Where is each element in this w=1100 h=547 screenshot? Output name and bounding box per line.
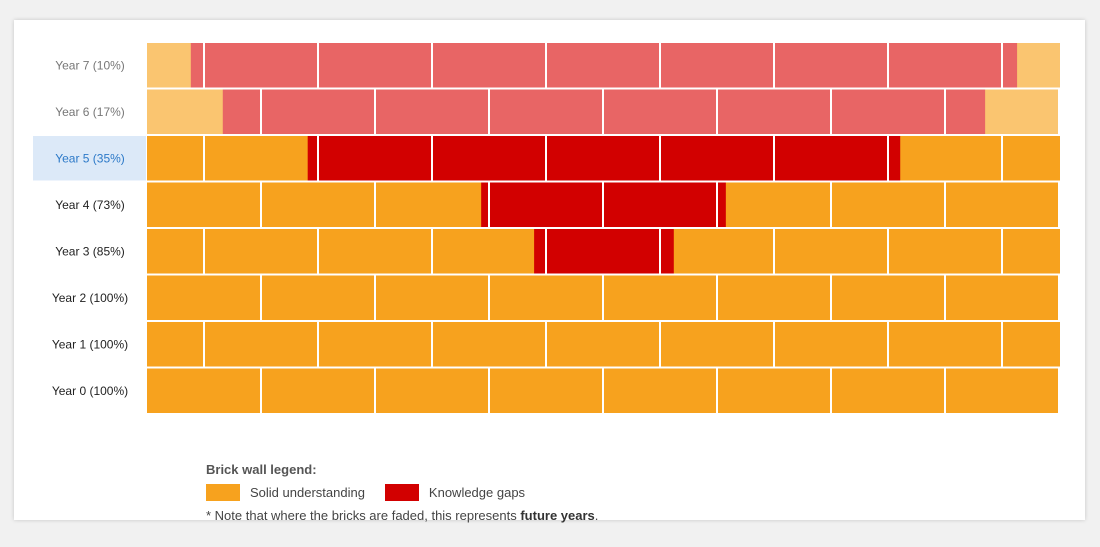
brick [946,275,1058,320]
brick-gap [889,43,1001,88]
brick [376,182,488,227]
brick-gap [490,89,602,134]
brick-gap [534,229,545,274]
brick [147,182,260,227]
brick [604,275,716,320]
brick [147,368,260,413]
brick [889,229,1001,274]
legend-item-solid: Solid understanding [206,483,365,501]
row-label: Year 1 (100%) [52,337,128,351]
brick-gap [604,89,716,134]
brick [147,229,203,274]
row-label: Year 2 (100%) [52,291,128,305]
brick [775,229,887,274]
brick-gap [205,43,317,88]
brick [1003,229,1060,274]
brick [775,322,887,367]
row-label: Year 4 (73%) [55,198,125,212]
row-label: Year 5 (35%) [55,151,125,165]
brick [262,182,374,227]
brick-gap [319,136,431,181]
brick [1003,136,1060,181]
brick-gap [547,43,659,88]
brick-gap [946,89,986,134]
legend-label-gap: Knowledge gaps [428,484,526,500]
brick [147,322,203,367]
legend-note-bold: future years [520,508,595,523]
brick-gap [222,89,260,134]
legend-title: Brick wall legend: [206,462,317,477]
brick [205,136,317,181]
row-label: Year 3 (85%) [55,244,125,258]
brick-gap [604,182,716,227]
brick-gap [190,43,203,88]
brick-gap [775,43,887,88]
brick-gap [433,136,545,181]
brick-wall-card: Year 7 (10%) Year 6 (17%) Year 5 (35%) Year… [14,20,1085,523]
brick [832,275,944,320]
brick-gap [832,89,944,134]
brick [319,322,431,367]
brick-gap [661,136,773,181]
brick [490,275,602,320]
legend-swatch-solid [206,483,240,501]
brick [205,229,317,274]
brick-gap [262,89,374,134]
brick [319,229,431,274]
legend-label-solid: Solid understanding [250,484,365,500]
brick-gap [376,89,488,134]
brick [832,182,944,227]
brick-wall-chart: Year 7 (10%) Year 6 (17%) Year 5 (35%) Year… [33,43,1060,413]
row-label: Year 0 (100%) [52,384,128,398]
brick [718,182,830,227]
legend-note-suffix: . [594,508,599,523]
brick [889,322,1001,367]
brick [433,322,545,367]
brick [262,275,374,320]
brick [889,136,1001,181]
legend-items: Solid understanding Knowledge gaps [206,481,598,503]
brick [946,368,1058,413]
row-label-highlight [33,136,146,181]
brick-gap [718,182,726,227]
brick [376,275,488,320]
brick-gap [547,136,659,181]
brick [490,368,602,413]
brick-gap [490,182,602,227]
legend: Brick wall legend: Solid understanding K… [206,462,598,523]
row-label: Year 6 (17%) [55,105,125,119]
legend-item-gap: Knowledge gaps [384,483,526,501]
brick-gap [433,43,545,88]
brick [604,368,716,413]
legend-note-prefix: * Note that where the bricks are faded, … [206,508,521,523]
brick [718,275,830,320]
brick [661,322,773,367]
brick-gap [307,136,317,181]
brick [832,368,944,413]
brick-gap [889,136,901,181]
brick [376,368,488,413]
brick [661,229,773,274]
brick [205,322,317,367]
brick-gap [481,182,488,227]
brick-gap [718,89,830,134]
brick [718,368,830,413]
brick-gap [1003,43,1018,88]
brick [147,275,260,320]
brick-gap [661,43,773,88]
brick [946,182,1058,227]
legend-swatch-gap [384,483,419,501]
brick [262,368,374,413]
row-label: Year 7 (10%) [55,58,125,72]
brick-gap [547,229,659,274]
brick-gap [319,43,431,88]
brick-gap [775,136,887,181]
brick [547,322,659,367]
brick [433,229,545,274]
brick [147,136,203,181]
brick [1003,322,1060,367]
brick-gap [661,229,674,274]
legend-note: * Note that where the bricks are faded, … [206,508,598,523]
